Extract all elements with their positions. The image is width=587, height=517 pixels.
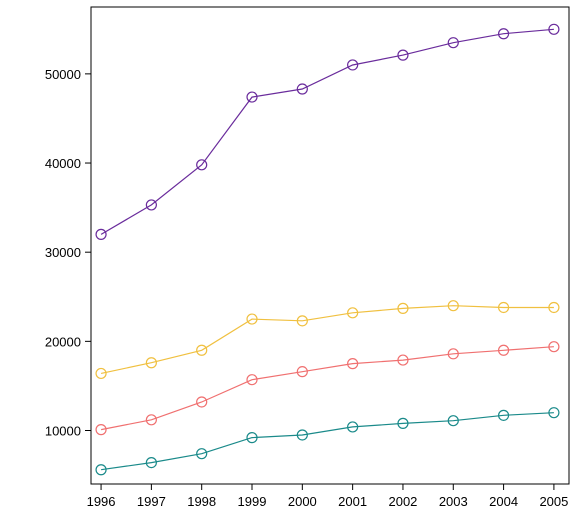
- series-group: [95, 23, 560, 476]
- data-point-marker: [95, 228, 107, 240]
- data-point-marker: [296, 366, 308, 378]
- data-point-marker: [397, 354, 409, 366]
- y-axis: 10000 20000 30000 40000 50000: [45, 67, 91, 439]
- data-point-marker: [95, 464, 107, 476]
- data-point-marker: [497, 301, 510, 314]
- data-point-marker: [296, 429, 308, 441]
- x-tick-label: 2005: [539, 494, 568, 509]
- data-point-marker: [95, 424, 107, 436]
- data-point-marker: [397, 417, 409, 429]
- x-tick-label: 2000: [288, 494, 317, 509]
- data-point-marker: [145, 357, 157, 369]
- series-line: [100, 305, 554, 374]
- x-tick-label: 2002: [388, 494, 417, 509]
- data-point-marker: [497, 28, 510, 40]
- x-tick-label: 1997: [137, 494, 166, 509]
- series-line: [100, 28, 554, 235]
- data-point-marker: [246, 313, 258, 325]
- data-point-marker: [447, 348, 459, 360]
- data-point-marker: [296, 315, 308, 327]
- data-point-marker: [447, 300, 459, 312]
- series-3: [95, 341, 560, 436]
- series-4: [95, 407, 560, 476]
- x-tick-label: 1998: [187, 494, 216, 509]
- series-1: [95, 23, 560, 240]
- data-point-marker: [347, 59, 359, 71]
- data-point-marker: [145, 457, 157, 469]
- series-line: [100, 346, 554, 431]
- data-point-marker: [548, 301, 560, 314]
- data-point-marker: [497, 409, 510, 421]
- data-point-marker: [497, 344, 510, 356]
- x-axis: 1996 1997 1998 1999 2000 2001 2002 2003 2004 2005: [87, 484, 568, 509]
- data-point-marker: [447, 37, 459, 49]
- y-tick-label: 10000: [45, 424, 81, 439]
- data-point-marker: [246, 91, 258, 103]
- data-point-marker: [447, 415, 459, 427]
- x-tick-label: 2001: [338, 494, 367, 509]
- data-point-marker: [246, 374, 258, 386]
- plot-frame: [90, 6, 570, 485]
- data-point-marker: [548, 341, 560, 353]
- data-point-marker: [145, 199, 157, 211]
- series-line: [101, 412, 554, 471]
- data-point-marker: [95, 367, 107, 380]
- data-point-marker: [347, 421, 359, 433]
- data-point-marker: [347, 358, 359, 370]
- data-point-marker: [196, 344, 208, 356]
- data-point-marker: [548, 407, 560, 419]
- y-tick-label: 30000: [45, 245, 81, 260]
- data-point-marker: [397, 302, 409, 314]
- x-tick-label: 2004: [489, 494, 518, 509]
- data-point-marker: [196, 448, 208, 460]
- y-tick-label: 40000: [45, 156, 81, 171]
- series-2: [95, 300, 560, 380]
- y-tick-label: 20000: [45, 334, 81, 349]
- data-point-marker: [347, 307, 359, 319]
- data-point-marker: [296, 83, 308, 95]
- data-point-marker: [145, 414, 157, 426]
- data-point-marker: [246, 432, 258, 444]
- data-point-marker: [196, 159, 208, 171]
- data-point-marker: [196, 396, 208, 408]
- x-tick-label: 1999: [238, 494, 267, 509]
- y-tick-label: 50000: [45, 67, 81, 82]
- data-point-marker: [397, 49, 409, 61]
- x-tick-label: 1996: [87, 494, 116, 509]
- x-tick-label: 2003: [439, 494, 468, 509]
- data-point-marker: [548, 23, 560, 35]
